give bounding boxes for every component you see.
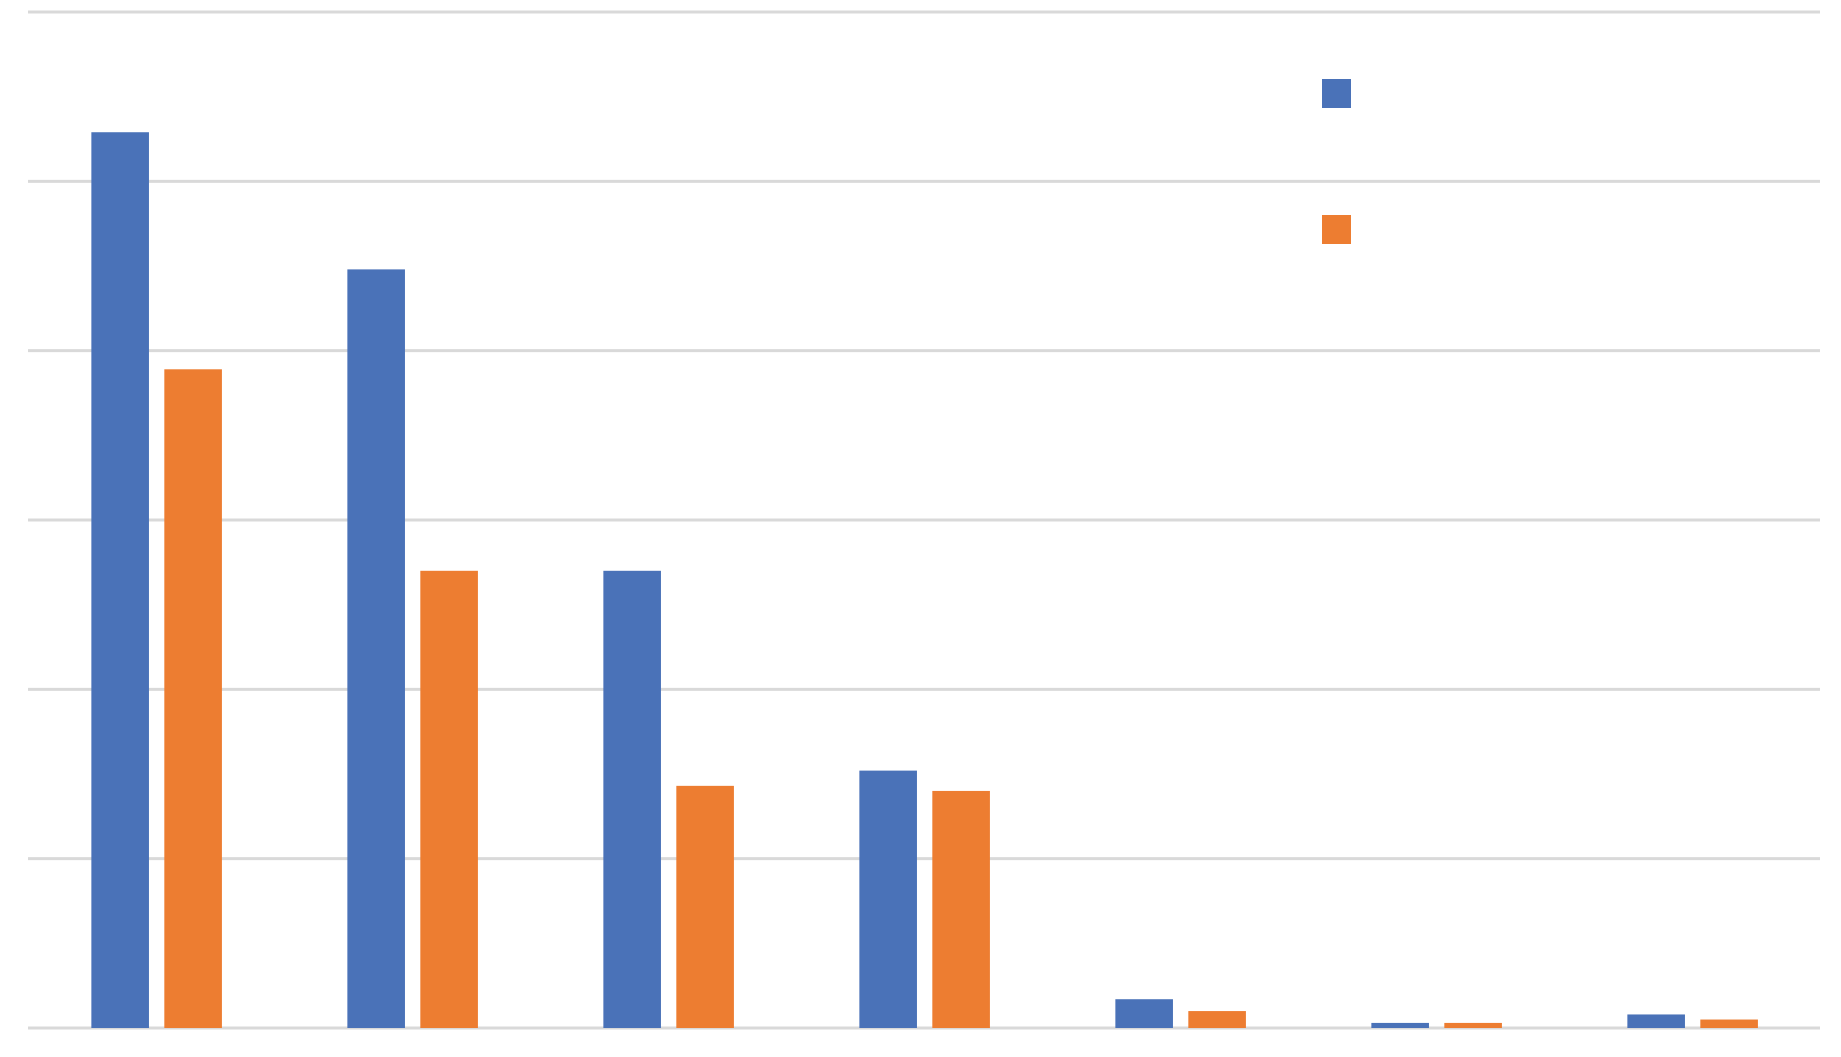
bar [91,132,149,1028]
bar [1700,1019,1758,1028]
bar [603,570,661,1028]
bar [1444,1022,1502,1028]
legend-swatch [1322,215,1351,244]
bar [1115,999,1173,1028]
bar [932,790,990,1028]
legend-swatch [1322,79,1351,108]
bar [164,369,222,1028]
bar [676,785,734,1028]
bar [1188,1011,1246,1028]
bar [420,570,478,1028]
bar [347,269,405,1028]
bar [859,770,917,1028]
bar [1371,1022,1429,1028]
bar [1627,1014,1685,1028]
